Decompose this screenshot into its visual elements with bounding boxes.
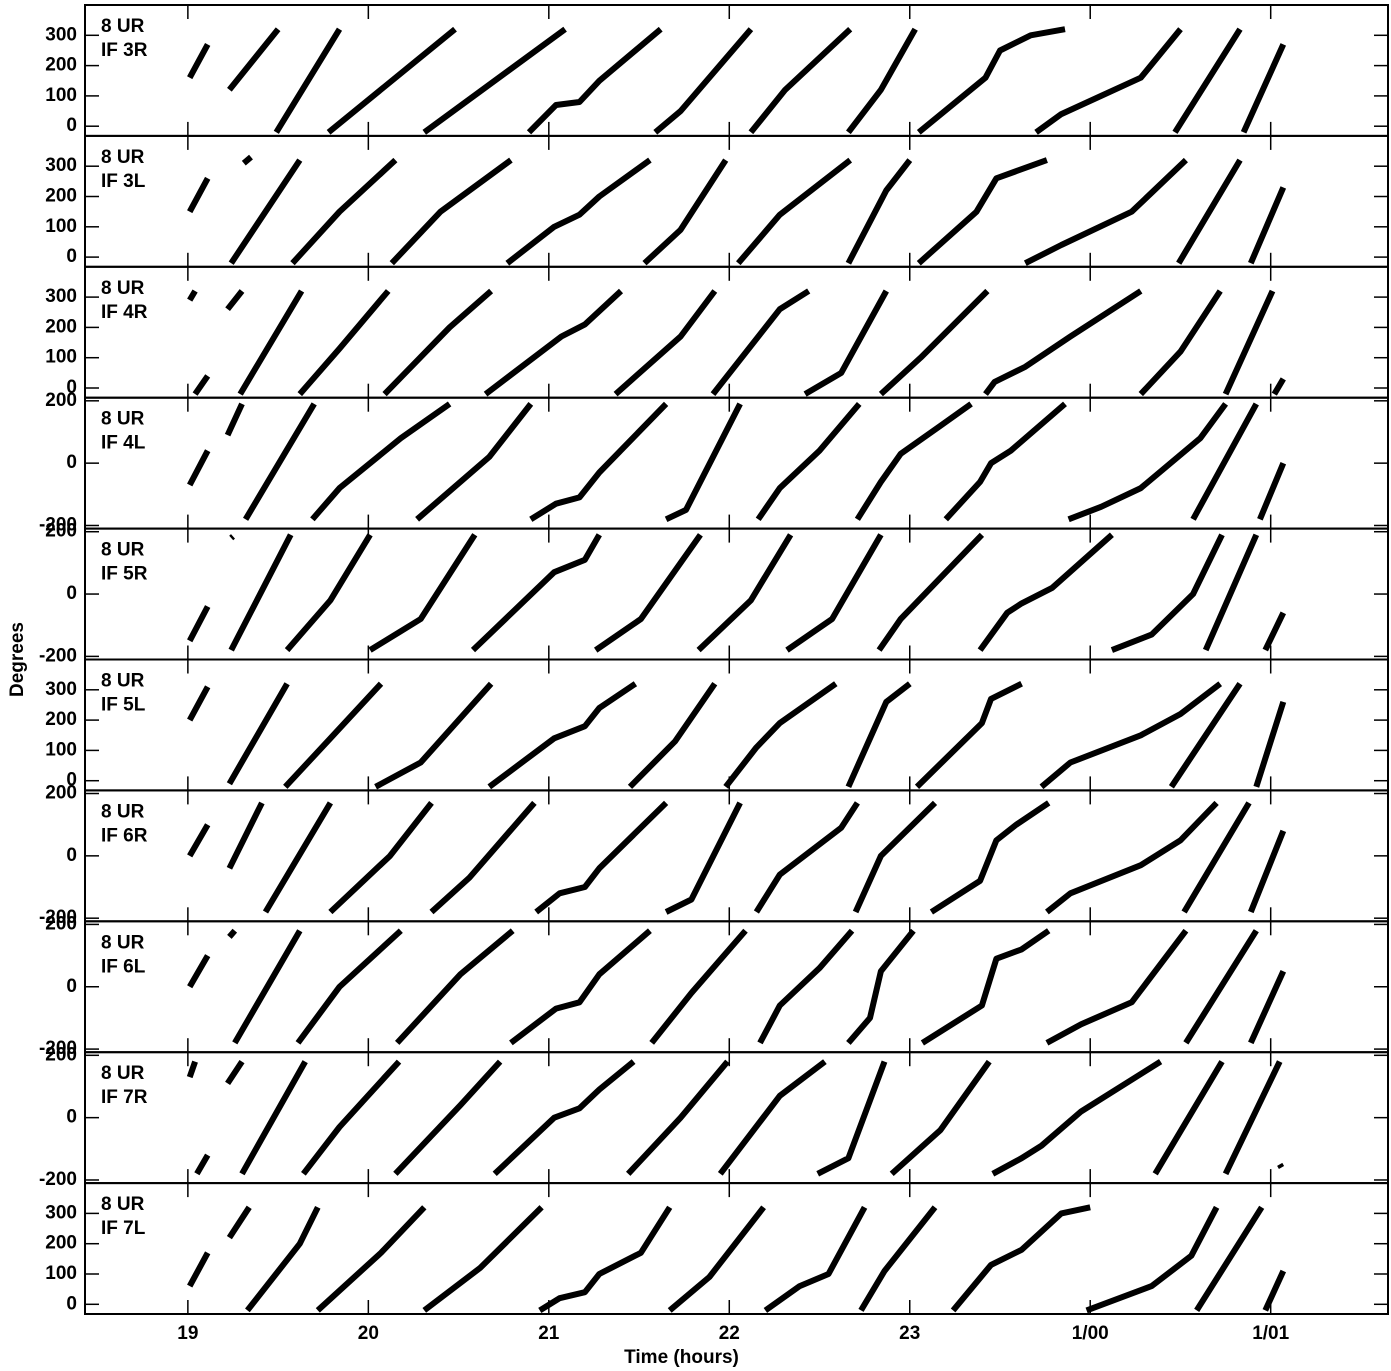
y-tick-label: 200 (45, 783, 77, 804)
panel-label: IF 4R (101, 302, 148, 323)
x-tick-label: 1/01 (1252, 1323, 1289, 1344)
panel-label: 8 UR (101, 16, 145, 37)
y-tick-label: 0 (66, 583, 77, 604)
x-tick-label: 19 (177, 1323, 198, 1344)
y-tick-label: -200 (39, 907, 77, 928)
y-tick-label: 300 (45, 24, 77, 45)
y-tick-label: 0 (66, 377, 77, 398)
panel-label: IF 6R (101, 825, 148, 846)
y-tick-label: -200 (39, 1169, 77, 1190)
phase-line (187, 532, 1287, 653)
panel-label: IF 5R (101, 564, 148, 585)
x-tick-label: 1/00 (1072, 1323, 1109, 1344)
y-tick-label: 300 (45, 679, 77, 700)
y-tick-label: 300 (45, 286, 77, 307)
panel-label: IF 5L (101, 695, 146, 716)
panel-frame (84, 4, 1389, 137)
panel-label: 8 UR (101, 671, 145, 692)
x-tick-label: 22 (719, 1323, 740, 1344)
y-tick-label: 300 (45, 1202, 77, 1223)
panel-label: IF 4L (101, 433, 146, 454)
x-axis-label: Time (hours) (624, 1347, 739, 1368)
panel-label: 8 UR (101, 540, 145, 561)
y-tick-label: 0 (66, 246, 77, 267)
y-tick-label: 200 (45, 55, 77, 76)
panel-label: IF 6L (101, 956, 146, 977)
panel-label: 8 UR (101, 932, 145, 953)
y-tick-label: 100 (45, 739, 77, 760)
panel-label: 8 UR (101, 1063, 145, 1084)
y-tick-label: 200 (45, 709, 77, 730)
phase-line (187, 1204, 1287, 1314)
phase-line (187, 288, 1286, 397)
y-tick-label: 200 (45, 1233, 77, 1254)
y-axis-label: Degrees (7, 622, 28, 697)
y-tick-label: 0 (66, 770, 77, 791)
phase-line (187, 681, 1287, 790)
panel-frame (84, 134, 1389, 268)
y-tick-label: 200 (45, 390, 77, 411)
panel-label: IF 7R (101, 1087, 148, 1108)
phase-line (187, 154, 1287, 266)
panel-label: 8 UR (101, 801, 145, 822)
y-tick-label: 100 (45, 347, 77, 368)
y-tick-label: 0 (66, 1107, 77, 1128)
y-tick-label: 0 (66, 452, 77, 473)
x-tick-label: 21 (538, 1323, 560, 1344)
y-tick-label: 0 (66, 845, 77, 866)
y-tick-label: 0 (66, 1293, 77, 1314)
phase-line (186, 1059, 1285, 1177)
y-tick-label: 200 (45, 1044, 77, 1065)
panel-label: 8 UR (101, 409, 145, 430)
phase-line (187, 928, 1287, 1046)
panel-label: 8 UR (101, 147, 145, 168)
y-tick-label: -200 (39, 1038, 77, 1059)
y-tick-label: 200 (45, 186, 77, 207)
y-tick-label: 0 (66, 976, 77, 997)
panel-label: 8 UR (101, 278, 145, 299)
y-tick-label: -200 (39, 645, 77, 666)
panel-label: IF 3L (101, 171, 146, 192)
x-tick-label: 20 (358, 1323, 379, 1344)
panel-label: IF 7L (101, 1218, 146, 1239)
panel-frame (84, 1051, 1389, 1185)
y-tick-label: -200 (39, 514, 77, 535)
panel-frame (84, 1182, 1389, 1315)
y-tick-label: 200 (45, 913, 77, 934)
y-tick-label: 100 (45, 216, 77, 237)
x-tick-label: 23 (899, 1323, 920, 1344)
y-tick-label: 200 (45, 316, 77, 337)
y-tick-label: 300 (45, 155, 77, 176)
panel-label: 8 UR (101, 1194, 145, 1215)
y-tick-label: 100 (45, 85, 77, 106)
y-tick-label: 0 (66, 115, 77, 136)
panel-label: IF 3R (101, 40, 148, 61)
y-tick-label: 200 (45, 521, 77, 542)
phase-line (187, 401, 1287, 523)
phase-line (187, 26, 1287, 135)
phase-line (187, 800, 1287, 915)
y-tick-label: 100 (45, 1263, 77, 1284)
